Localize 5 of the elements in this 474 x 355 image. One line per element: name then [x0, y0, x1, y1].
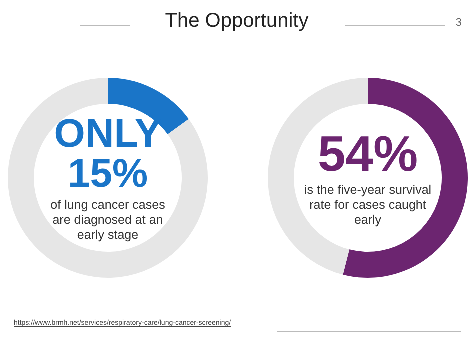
text: of lung cancer cases are diagnosed at an early stage	[50, 198, 166, 242]
chart-title: The Opportunity	[165, 10, 309, 32]
text: is the five-year survival rate for cases caught early	[304, 182, 432, 228]
data-label: 54%	[318, 126, 418, 182]
text: 3	[456, 17, 462, 29]
